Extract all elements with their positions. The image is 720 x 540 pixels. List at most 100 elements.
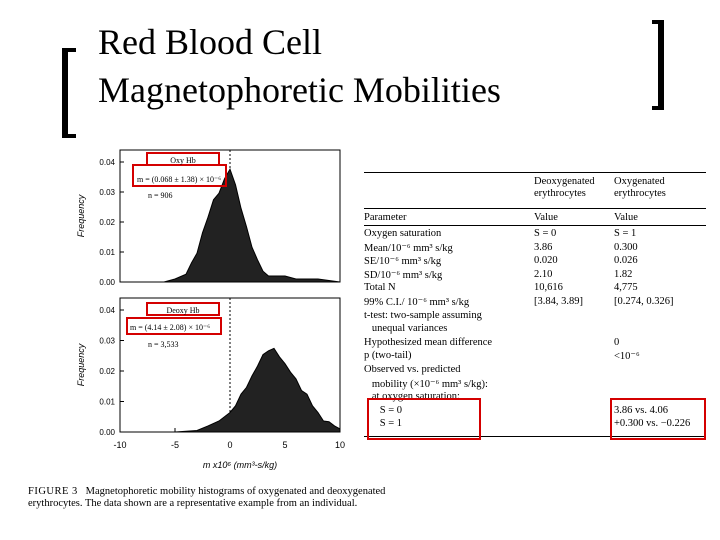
table-cell-parameter: S = 1 <box>364 418 403 430</box>
table-header-upper: Deoxygenated erythrocytes Oxygenated ery… <box>364 176 706 204</box>
slide-title-line-2: Magnetophoretic Mobilities <box>98 70 501 110</box>
bottom-y-axis-label: Frequency <box>76 343 86 386</box>
table-row: Observed vs. predicted <box>364 364 706 377</box>
table-cell-oxy: 3.86 vs. 4.06 <box>614 404 668 416</box>
table-cell-oxy: [0.274, 0.326] <box>614 296 674 307</box>
oxy-formula: m = (0.068 ± 1.38) × 10⁻⁶ <box>137 175 221 184</box>
table-cell-parameter: Oxygen saturation <box>364 228 442 239</box>
x-tick-label: 10 <box>335 440 345 450</box>
left-bracket-decoration <box>62 48 76 138</box>
slide-title-line-1: Red Blood Cell <box>98 22 322 62</box>
table-header-rule <box>364 208 706 209</box>
table-cell-deoxy: 2.10 <box>534 268 553 280</box>
deoxy-n: n = 3,533 <box>148 340 179 349</box>
table-row: S = 0 3.86 vs. 4.06 <box>364 405 706 418</box>
table-cell-parameter: SD/10⁻⁶ mm³ s/kg <box>364 269 443 281</box>
table-cell-parameter: t-test: two-sample assuming <box>364 309 482 321</box>
top-y-tick-label: 0.00 <box>99 278 115 287</box>
table-cell-parameter: 99% C.I./ 10⁻⁶ mm³ s/kg <box>364 297 470 308</box>
bottom-y-tick-label: 0.01 <box>99 398 115 407</box>
top-y-axis-label: Frequency <box>76 194 86 237</box>
table-row: SD/10⁻⁶ mm³ s/kg 2.10 1.82 <box>364 269 706 282</box>
deoxy-header: Deoxygenated erythrocytes <box>534 176 595 200</box>
table-row: Mean/10⁻⁶ mm³ s/kg 3.86 0.300 <box>364 242 706 255</box>
table-cell-oxy: 0.300 <box>614 241 638 253</box>
oxy-value-header: Value <box>614 212 638 223</box>
table-row: at oxygen saturation: <box>364 391 706 404</box>
top-y-tick-label: 0.01 <box>99 248 115 257</box>
table-bottom-rule <box>364 436 706 437</box>
table-row: p (two-tail) <10⁻⁶ <box>364 350 706 363</box>
table-cell-parameter: Total N <box>364 282 396 294</box>
table-cell-parameter: Hypothesized mean difference <box>364 336 493 348</box>
top-y-tick-label: 0.02 <box>99 218 115 227</box>
table-row: unequal variances <box>364 323 706 336</box>
oxy-header: Oxygenated erythrocytes <box>614 176 666 200</box>
oxy-label: Oxy Hb <box>170 156 196 165</box>
figure-caption-text: Magnetophoretic mobility histograms of o… <box>28 486 386 509</box>
table-cell-deoxy: 3.86 <box>534 241 553 253</box>
table-cell-oxy: +0.300 vs. −0.226 <box>614 418 691 430</box>
deoxy-hb-histogram <box>120 347 341 433</box>
table-cell-oxy: 1.82 <box>614 268 633 280</box>
deoxy-header-line-1: Deoxygenated <box>534 176 595 187</box>
table-cell-deoxy: 0.020 <box>534 255 558 267</box>
table-cell-oxy: S = 1 <box>614 228 637 239</box>
oxy-n: n = 906 <box>148 191 173 200</box>
table-row: S = 1 +0.300 vs. −0.226 <box>364 418 706 431</box>
table-cell-parameter: p (two-tail) <box>364 350 412 362</box>
right-bracket-decoration <box>652 20 664 110</box>
slide-title: Red Blood Cell Magnetophoretic Mobilitie… <box>98 18 501 114</box>
table-cell-oxy: 4,775 <box>614 282 638 294</box>
deoxy-formula: m = (4.14 ± 2.08) × 10⁻⁶ <box>130 323 210 332</box>
deoxy-header-line-2: erythrocytes <box>534 188 586 199</box>
x-tick-label: 5 <box>282 440 287 450</box>
deoxy-formula-box <box>126 317 222 335</box>
table-top-rule <box>364 172 706 173</box>
table-row: Total N 10,616 4,775 <box>364 282 706 295</box>
figure-label: FIGURE 3 <box>28 486 78 497</box>
figure-caption: FIGURE 3 Magnetophoretic mobility histog… <box>28 486 388 510</box>
x-axis-label: m x10⁶ (mm³-s/kg) <box>203 460 277 470</box>
table-row: Hypothesized mean difference 0 <box>364 337 706 350</box>
table-row: SE/10⁻⁶ mm³ s/kg 0.020 0.026 <box>364 255 706 268</box>
table-cell-deoxy: [3.84, 3.89] <box>534 296 583 307</box>
table-cell-oxy: 0.026 <box>614 255 638 267</box>
table-cell-parameter: Observed vs. predicted <box>364 364 461 375</box>
bottom-y-tick-label: 0.00 <box>99 428 115 437</box>
top-y-tick-label: 0.03 <box>99 188 115 197</box>
table-cell-parameter: at oxygen saturation: <box>364 391 460 403</box>
table-row: t-test: two-sample assuming <box>364 310 706 323</box>
bottom-y-tick-label: 0.04 <box>99 306 115 315</box>
table-cell-parameter: mobility (×10⁻⁶ mm³ s/kg): <box>364 378 488 390</box>
table-row: Oxygen saturation S = 0 S = 1 <box>364 228 706 241</box>
table-row: mobility (×10⁻⁶ mm³ s/kg): <box>364 378 706 391</box>
comparison-highlight-box <box>610 398 706 440</box>
oxy-formula-box <box>132 164 227 187</box>
top-y-tick-label: 0.04 <box>99 158 115 167</box>
deoxy-label: Deoxy Hb <box>166 306 199 315</box>
saturation-highlight-box <box>367 398 481 440</box>
table-cell-oxy: <10⁻⁶ <box>614 351 640 363</box>
param-header: Parameter <box>364 212 407 223</box>
bottom-y-tick-label: 0.03 <box>99 337 115 346</box>
table-cell-deoxy: 10,616 <box>534 282 563 294</box>
bottom-y-tick-label: 0.02 <box>99 367 115 376</box>
oxy-hb-histogram <box>120 168 341 283</box>
x-tick-label: -5 <box>171 440 179 450</box>
table-column-rule <box>364 225 706 226</box>
table-cell-oxy: 0 <box>614 336 620 348</box>
oxy-header-line-2: erythrocytes <box>614 188 666 199</box>
deoxy-value-header: Value <box>534 212 558 223</box>
table-cell-parameter: unequal variances <box>364 323 448 335</box>
table-cell-parameter: Mean/10⁻⁶ mm³ s/kg <box>364 242 453 254</box>
table-row: 99% C.I./ 10⁻⁶ mm³ s/kg [3.84, 3.89] [0.27… <box>364 296 706 309</box>
x-tick-label: 0 <box>227 440 232 450</box>
table-cell-parameter: S = 0 <box>364 404 403 416</box>
table-cell-parameter: SE/10⁻⁶ mm³ s/kg <box>364 256 442 268</box>
deoxy-label-box <box>146 302 220 316</box>
oxy-header-line-1: Oxygenated <box>614 176 665 187</box>
x-tick-label: -10 <box>113 440 126 450</box>
table-cell-deoxy: S = 0 <box>534 228 557 239</box>
